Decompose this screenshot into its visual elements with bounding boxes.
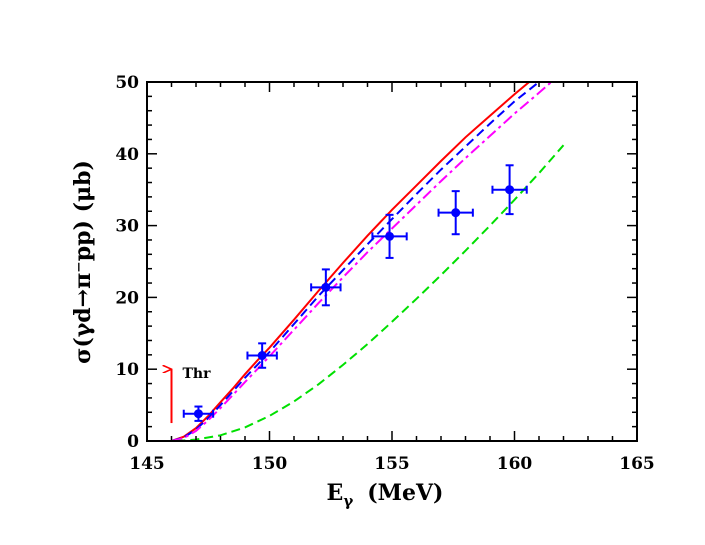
data-point-4 bbox=[371, 213, 408, 259]
data-marker bbox=[505, 185, 515, 195]
x-tick-label: 160 bbox=[497, 454, 533, 474]
data-point-6 bbox=[491, 164, 528, 216]
data-marker bbox=[385, 231, 395, 241]
theory-curves bbox=[171, 82, 565, 441]
y-tick-label: 50 bbox=[115, 73, 139, 93]
data-marker bbox=[451, 208, 461, 218]
data-point-1 bbox=[182, 405, 215, 422]
x-axis-label-main: E bbox=[327, 480, 344, 506]
y-tick-label: 40 bbox=[115, 145, 139, 165]
y-tick-label: 20 bbox=[115, 288, 139, 308]
data-point-5 bbox=[437, 190, 474, 236]
data-marker bbox=[257, 351, 267, 361]
data-point-2 bbox=[246, 342, 278, 369]
annotations: Thr bbox=[172, 366, 212, 424]
data-marker bbox=[193, 409, 203, 419]
series-line-2 bbox=[171, 82, 540, 441]
plot-border bbox=[146, 81, 638, 442]
x-tick-label: 145 bbox=[129, 454, 165, 474]
data-marker bbox=[321, 282, 331, 292]
x-axis-label-sub: γ bbox=[343, 492, 353, 510]
axis-ticks: 145 150 155 160 165 0 10 20 30 40 50 bbox=[115, 73, 654, 474]
experimental-data bbox=[182, 164, 528, 422]
threshold-label: Thr bbox=[183, 366, 212, 382]
series-line-4 bbox=[176, 144, 565, 441]
y-tick-label: 10 bbox=[115, 360, 139, 380]
y-tick-label: 30 bbox=[115, 217, 139, 237]
y-tick-label: 0 bbox=[127, 432, 139, 452]
x-axis-label-unit: (MeV) bbox=[367, 480, 443, 506]
x-tick-label: 155 bbox=[374, 454, 410, 474]
data-point-3 bbox=[310, 268, 342, 307]
x-tick-label: 165 bbox=[619, 454, 655, 474]
series-line-3 bbox=[171, 82, 552, 441]
y-axis-title: σ(γd→π⁻pp) (μb) bbox=[70, 160, 96, 364]
plot-frame bbox=[146, 81, 638, 442]
x-axis-title: Eγ (MeV) bbox=[327, 480, 444, 510]
threshold-annotation: Thr bbox=[172, 366, 212, 424]
x-tick-label: 150 bbox=[252, 454, 288, 474]
